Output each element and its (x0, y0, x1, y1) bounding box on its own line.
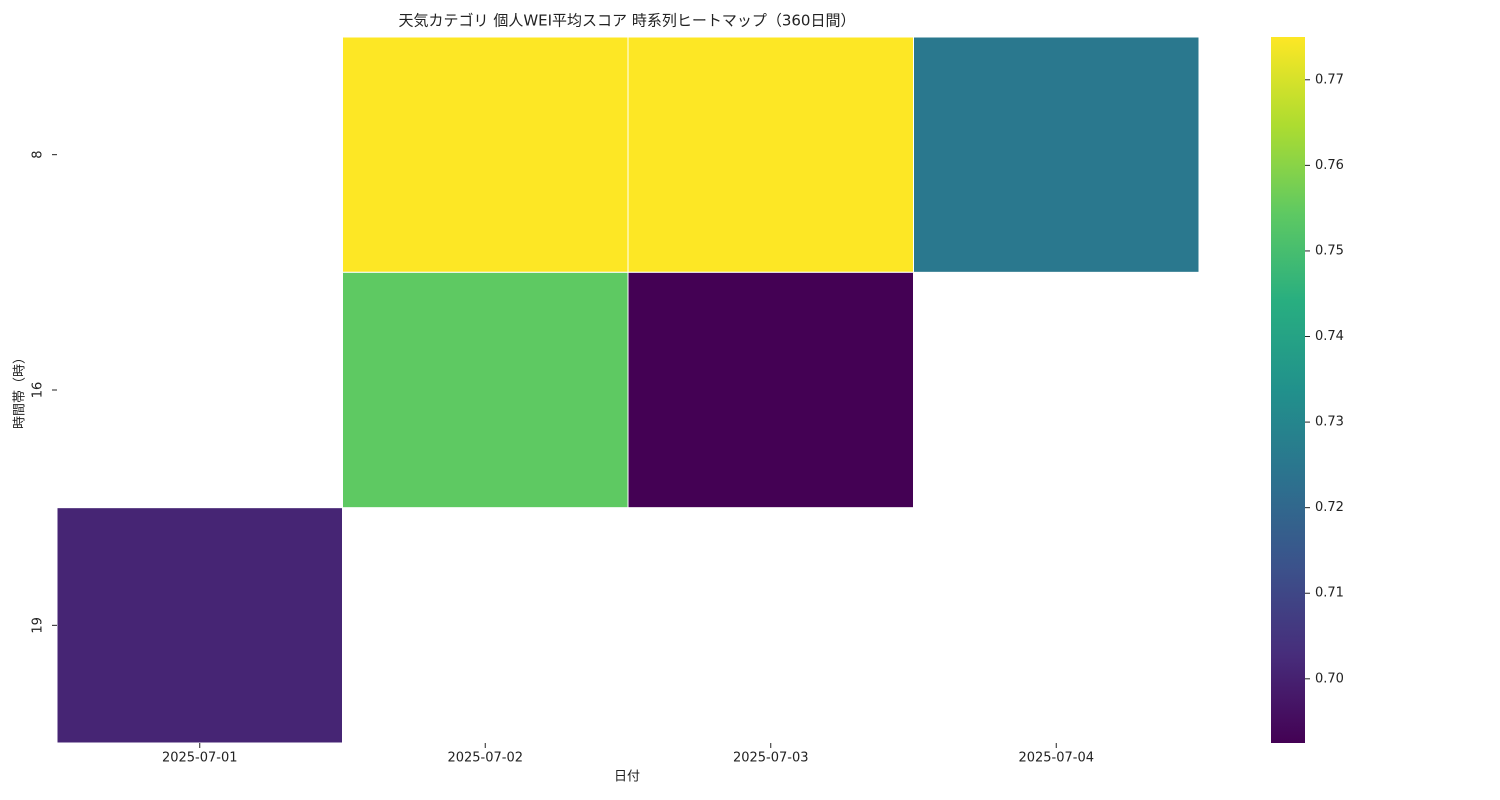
colorbar-tick-label: 0.73 (1315, 415, 1344, 430)
heatmap-cell (913, 36, 1200, 273)
y-tick-label: 19 (31, 617, 46, 634)
x-tick-label: 2025-07-02 (447, 751, 523, 766)
colorbar-tick-label: 0.77 (1315, 72, 1344, 87)
colorbar (1271, 37, 1305, 743)
x-tick-label: 2025-07-03 (733, 751, 809, 766)
colorbar-tick-label: 0.75 (1315, 243, 1344, 258)
heatmap-cell (56, 507, 343, 744)
heatmap-cell (627, 36, 914, 273)
x-axis-label: 日付 (614, 770, 640, 785)
heatmap-cell (342, 36, 629, 273)
y-tick-label: 8 (31, 151, 46, 159)
colorbar-tick-label: 0.71 (1315, 586, 1344, 601)
colorbar-tick-label: 0.76 (1315, 158, 1344, 173)
x-tick-label: 2025-07-01 (162, 751, 238, 766)
chart-title: 天気カテゴリ 個人WEI平均スコア 時系列ヒートマップ（360日間） (399, 12, 856, 30)
colorbar-tick-label: 0.70 (1315, 671, 1344, 686)
heatmap-cell (342, 271, 629, 509)
colorbar-tick-label: 0.74 (1315, 329, 1344, 344)
y-axis-label: 時間帯（時） (13, 351, 28, 429)
colorbar-tick-label: 0.72 (1315, 500, 1344, 515)
heatmap-cell (627, 271, 914, 509)
y-tick-label: 16 (31, 382, 46, 399)
x-tick-label: 2025-07-04 (1018, 751, 1094, 766)
